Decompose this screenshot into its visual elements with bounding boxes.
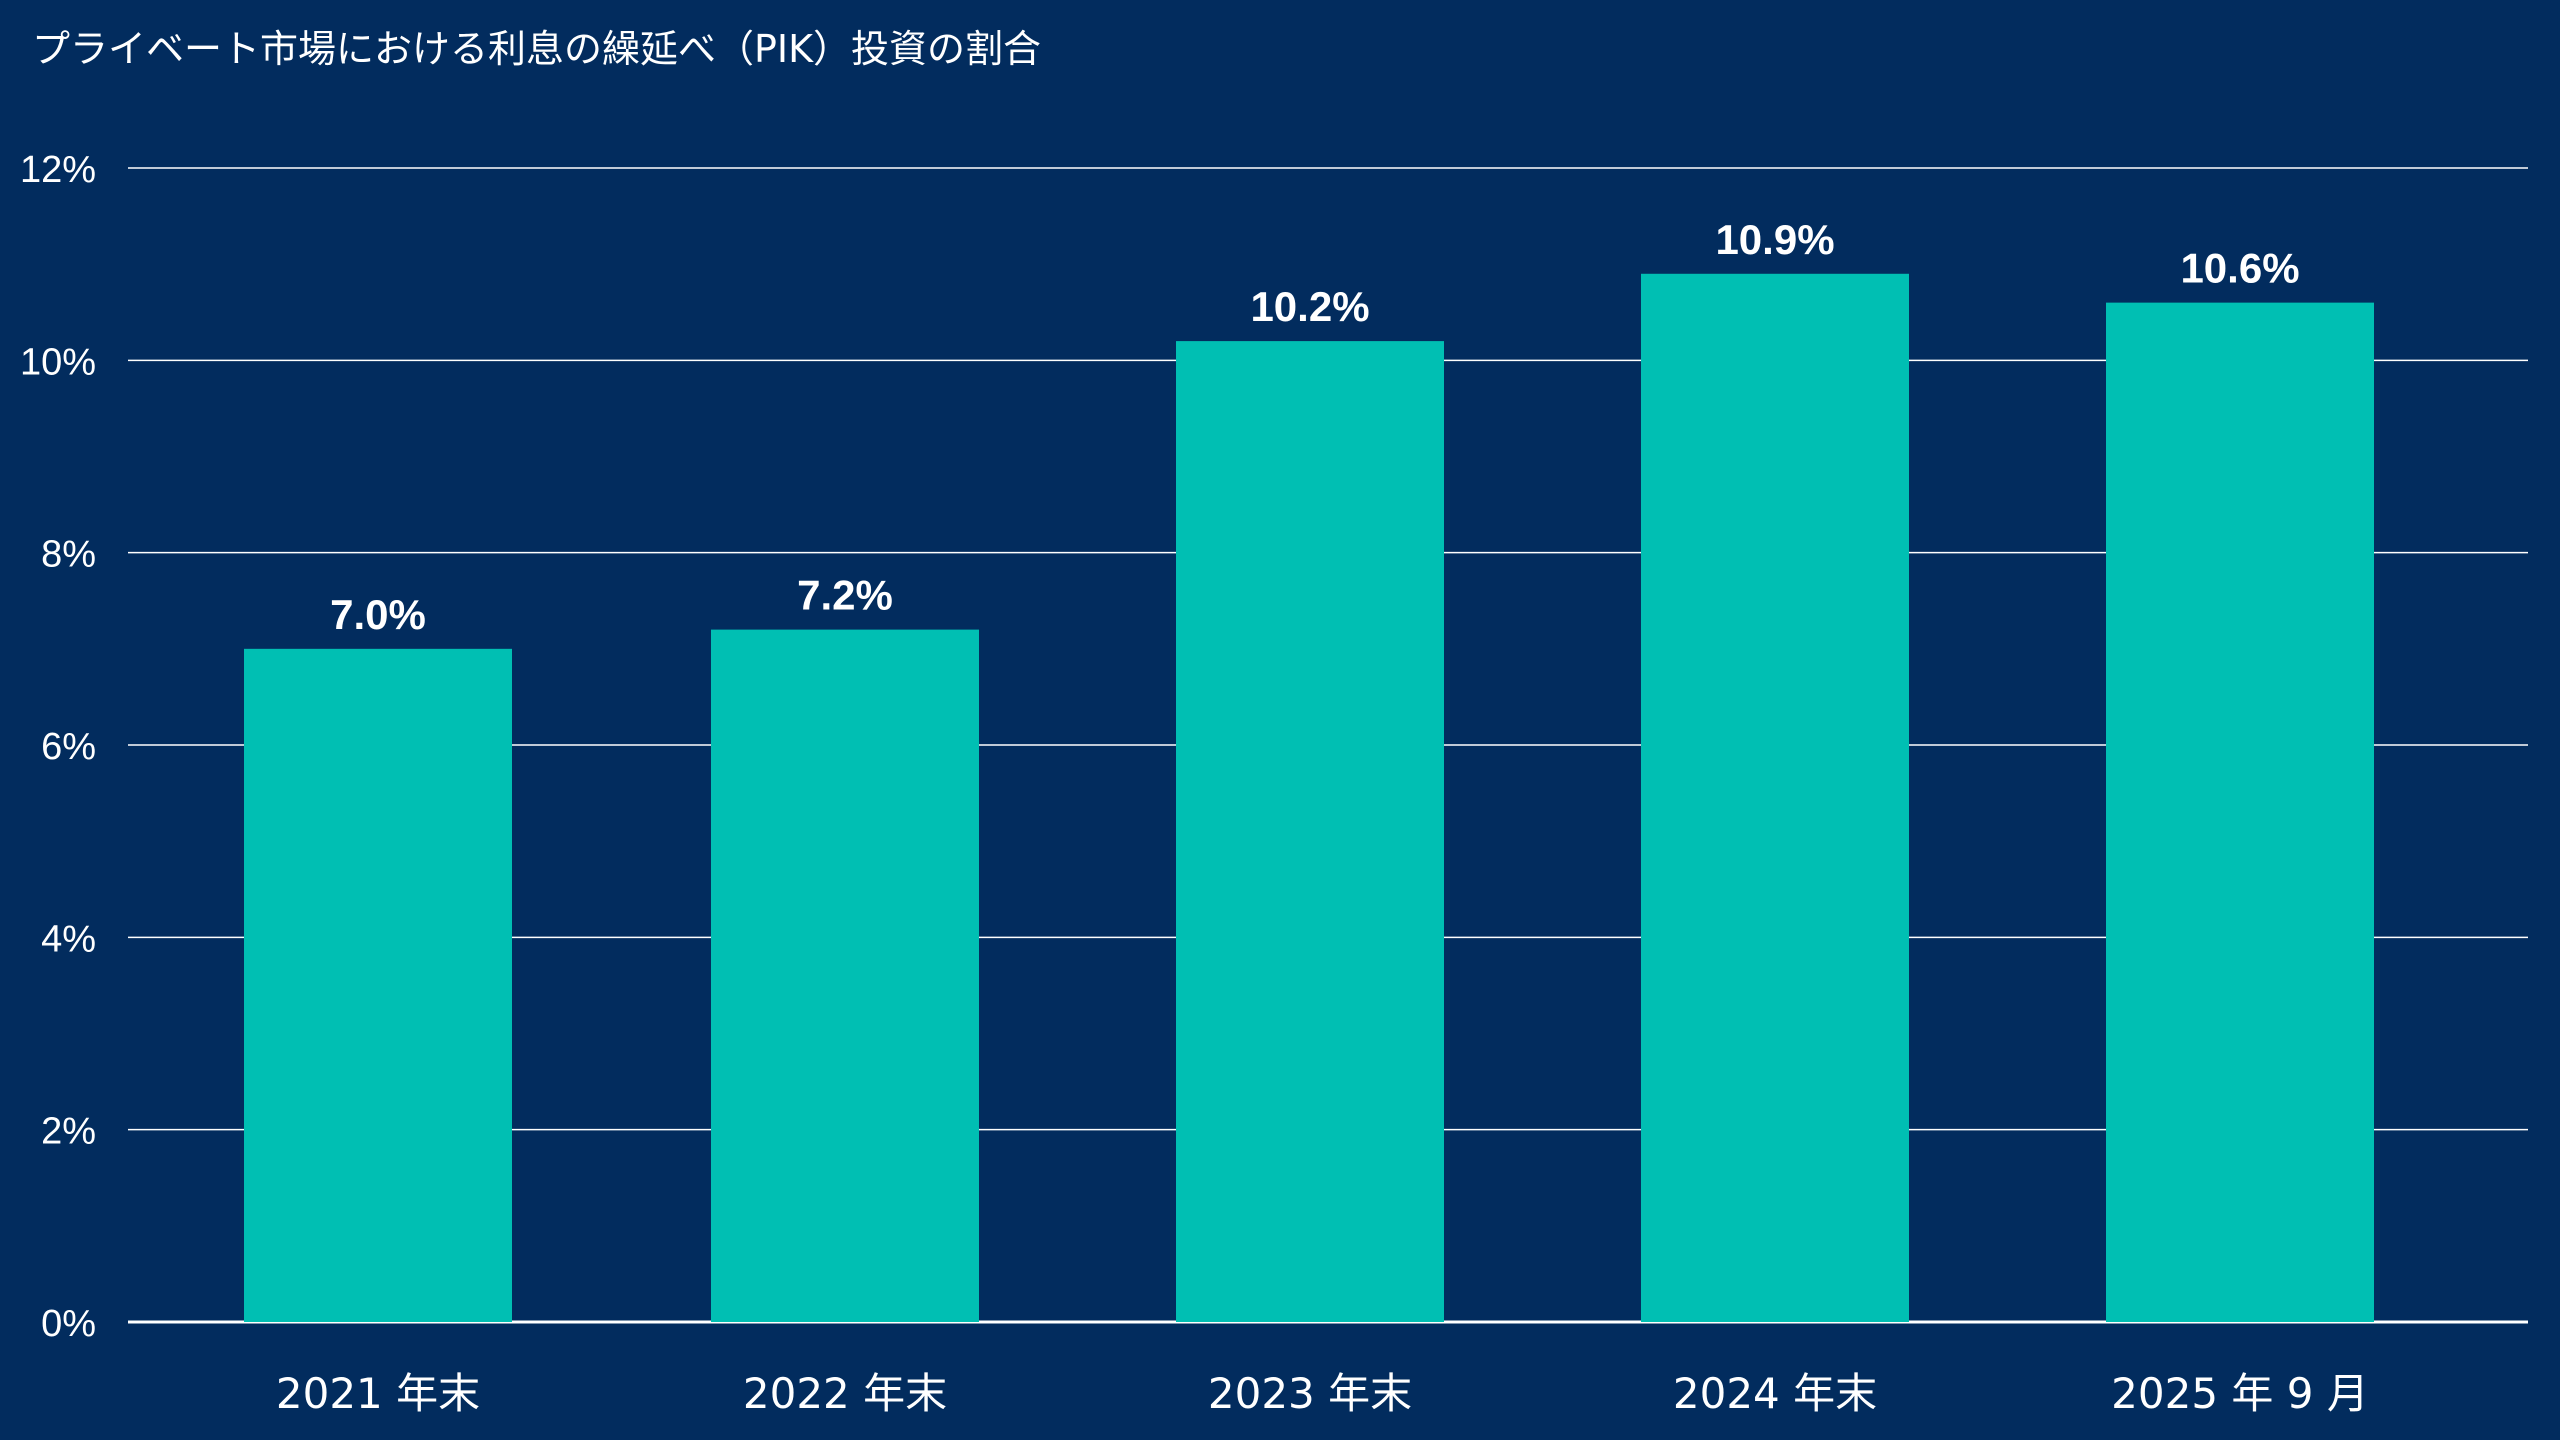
data-label: 7.2% (797, 572, 893, 619)
x-tick-label: 2025 年 9 月 (2111, 1369, 2369, 1418)
bar (244, 648, 512, 1322)
x-tick-label: 2024 年末 (1673, 1369, 1877, 1418)
y-tick-label: 6% (41, 726, 96, 768)
y-tick-label: 10% (20, 341, 96, 383)
data-labels: 7.0% 7.2% 10.2% 10.9% 10.6% (330, 216, 2299, 638)
bar (2106, 302, 2374, 1323)
y-tick-label: 12% (20, 149, 96, 191)
x-tick-label: 2022 年末 (743, 1369, 947, 1418)
x-axis-ticks: 2021 年末 2022 年末 2023 年末 2024 年末 2025 年 9 月 (276, 1369, 2369, 1418)
bars (244, 273, 2374, 1323)
y-axis-ticks: 0% 2% 4% 6% 8% 10% 12% (20, 149, 96, 1345)
y-tick-label: 2% (41, 1111, 96, 1153)
y-tick-label: 4% (41, 918, 96, 960)
x-tick-label: 2021 年末 (276, 1369, 480, 1418)
data-label: 10.2% (1250, 283, 1369, 330)
bar (711, 629, 979, 1322)
data-label: 10.9% (1715, 216, 1834, 263)
data-label: 10.6% (2180, 245, 2299, 292)
y-tick-label: 8% (41, 534, 96, 576)
chart-title: プライベート市場における利息の繰延べ（PIK）投資の割合 (32, 27, 1041, 71)
bar (1641, 273, 1909, 1322)
data-label: 7.0% (330, 591, 426, 638)
x-tick-label: 2023 年末 (1208, 1369, 1412, 1418)
y-tick-label: 0% (41, 1303, 96, 1345)
bar (1176, 341, 1444, 1323)
